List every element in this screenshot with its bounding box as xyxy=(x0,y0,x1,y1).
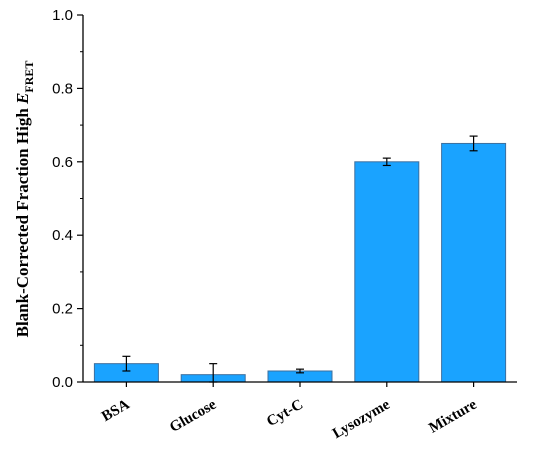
y-axis-label-subscript: FRET xyxy=(22,61,36,93)
y-axis-label-main: Blank-Corrected Fraction High xyxy=(13,104,32,337)
error-bar xyxy=(296,368,304,374)
x-tick-label: BSA xyxy=(99,397,132,426)
y-ticks-group: 0.0 0.2 0.4 0.6 0.8 1.0 xyxy=(52,7,83,391)
y-tick-label: 0.6 xyxy=(52,154,73,171)
x-tick-label: Glucose xyxy=(167,396,219,435)
error-bars-group xyxy=(122,135,478,383)
x-tick-label: Mixture xyxy=(426,396,480,436)
error-bar xyxy=(122,355,131,372)
bar-mixture xyxy=(441,142,507,383)
y-axis-label: Blank-Corrected Fraction High EFRET xyxy=(13,61,36,338)
y-tick-label: 1.0 xyxy=(52,7,73,24)
x-tick-labels-group: BSA Glucose Cyt-C Lysozyme Mixture xyxy=(99,382,480,442)
y-tick-label: 0.2 xyxy=(52,301,73,318)
x-tick-label: Cyt-C xyxy=(264,397,306,430)
y-tick-label: 0.0 xyxy=(52,374,73,391)
y-tick-label: 0.4 xyxy=(52,227,73,244)
bar-lysozyme xyxy=(354,161,420,383)
x-tick-label: Lysozyme xyxy=(330,396,393,442)
y-axis-label-variable: E xyxy=(13,93,32,105)
y-tick-label: 0.8 xyxy=(52,80,73,97)
error-bar xyxy=(469,135,478,152)
bars-group xyxy=(93,142,507,383)
error-bar xyxy=(382,157,391,167)
